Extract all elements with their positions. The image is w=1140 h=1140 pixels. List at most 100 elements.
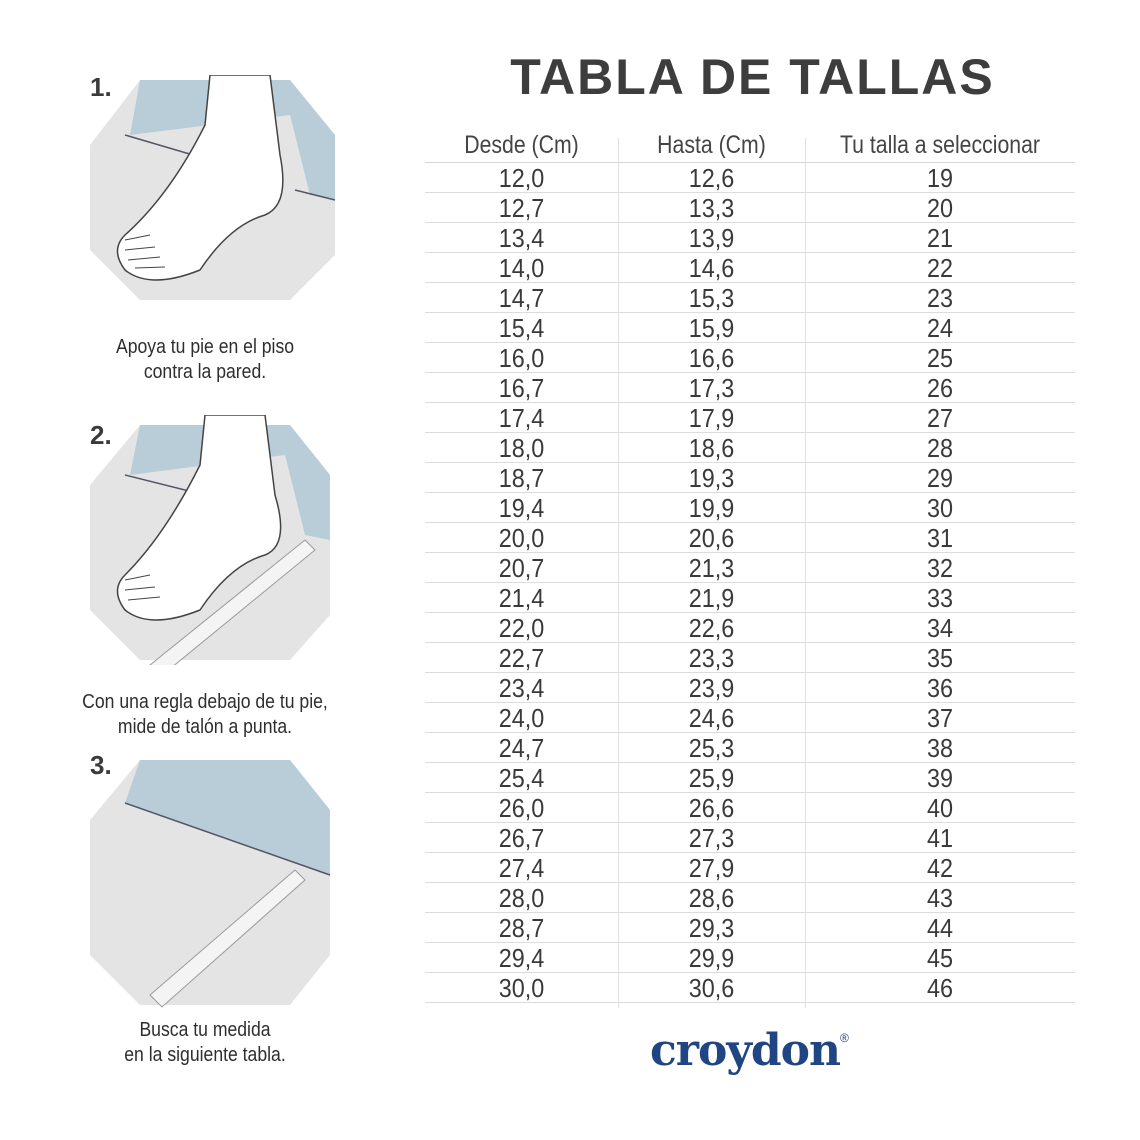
- cell-desde: 19,4: [498, 493, 545, 523]
- cell-desde: 14,0: [498, 253, 545, 283]
- cell-desde: 22,7: [498, 643, 545, 673]
- table-row: 18,0 18,6 28: [425, 433, 1075, 463]
- column-divider: [618, 138, 619, 1008]
- cell-hasta: 19,3: [688, 463, 735, 493]
- cell-hasta: 24,6: [688, 703, 735, 733]
- table-row: 29,4 29,9 45: [425, 943, 1075, 973]
- cell-desde: 22,0: [498, 613, 545, 643]
- cell-talla: 30: [926, 493, 954, 523]
- cell-hasta: 27,3: [688, 823, 735, 853]
- cell-desde: 23,4: [498, 673, 545, 703]
- cell-hasta: 30,6: [688, 973, 735, 1003]
- cell-talla: 38: [926, 733, 954, 763]
- cell-desde: 18,0: [498, 433, 545, 463]
- ruler-illustration: [90, 760, 331, 1008]
- table-row: 14,0 14,6 22: [425, 253, 1075, 283]
- cell-talla: 36: [926, 673, 954, 703]
- table-row: 19,4 19,9 30: [425, 493, 1075, 523]
- cell-desde: 24,0: [498, 703, 545, 733]
- cell-hasta: 17,3: [688, 373, 735, 403]
- cell-talla: 28: [926, 433, 954, 463]
- cell-hasta: 19,9: [688, 493, 735, 523]
- cell-desde: 18,7: [498, 463, 545, 493]
- cell-hasta: 29,9: [688, 943, 735, 973]
- cell-desde: 28,0: [498, 883, 545, 913]
- page-title: TABLA DE TALLAS: [510, 49, 995, 105]
- cell-talla: 20: [926, 193, 954, 223]
- cell-desde: 20,7: [498, 553, 545, 583]
- cell-hasta: 27,9: [688, 853, 735, 883]
- cell-talla: 19: [926, 163, 954, 193]
- cell-desde: 30,0: [498, 973, 545, 1003]
- cell-desde: 16,7: [498, 373, 545, 403]
- table-row: 26,7 27,3 41: [425, 823, 1075, 853]
- step-1-caption: Apoya tu pie en el piso contra la pared.: [55, 335, 354, 385]
- cell-hasta: 15,3: [688, 283, 735, 313]
- foot-against-wall-illustration: [90, 75, 336, 300]
- table-row: 22,7 23,3 35: [425, 643, 1075, 673]
- cell-talla: 42: [926, 853, 954, 883]
- cell-talla: 39: [926, 763, 954, 793]
- cell-hasta: 22,6: [688, 613, 735, 643]
- cell-hasta: 17,9: [688, 403, 735, 433]
- caption-line: contra la pared.: [143, 361, 267, 383]
- cell-hasta: 26,6: [688, 793, 735, 823]
- cell-talla: 22: [926, 253, 954, 283]
- table-row: 24,7 25,3 38: [425, 733, 1075, 763]
- cell-desde: 21,4: [498, 583, 545, 613]
- cell-talla: 35: [926, 643, 954, 673]
- cell-talla: 37: [926, 703, 954, 733]
- cell-hasta: 21,3: [688, 553, 735, 583]
- cell-hasta: 18,6: [688, 433, 735, 463]
- foot-on-ruler-illustration: [90, 415, 330, 665]
- cell-desde: 15,4: [498, 313, 545, 343]
- cell-hasta: 23,9: [688, 673, 735, 703]
- cell-talla: 24: [926, 313, 954, 343]
- brand-name: croydon: [650, 1025, 841, 1076]
- cell-hasta: 23,3: [688, 643, 735, 673]
- step-2-caption: Con una regla debajo de tu pie, mide de …: [55, 690, 354, 740]
- table-row: 22,0 22,6 34: [425, 613, 1075, 643]
- column-divider: [805, 138, 806, 1008]
- table-row: 27,4 27,9 42: [425, 853, 1075, 883]
- table-row: 24,0 24,6 37: [425, 703, 1075, 733]
- cell-talla: 45: [926, 943, 954, 973]
- table-row: 28,7 29,3 44: [425, 913, 1075, 943]
- cell-desde: 14,7: [498, 283, 545, 313]
- cell-talla: 34: [926, 613, 954, 643]
- cell-desde: 29,4: [498, 943, 545, 973]
- table-row: 26,0 26,6 40: [425, 793, 1075, 823]
- cell-hasta: 28,6: [688, 883, 735, 913]
- cell-hasta: 12,6: [688, 163, 735, 193]
- step-3-caption: Busca tu medida en la siguiente tabla.: [55, 1018, 354, 1068]
- caption-line: en la siguiente tabla.: [124, 1044, 286, 1066]
- cell-talla: 43: [926, 883, 954, 913]
- step-3-number: 3.: [90, 750, 112, 780]
- cell-hasta: 29,3: [688, 913, 735, 943]
- table-row: 12,0 12,6 19: [425, 163, 1075, 193]
- cell-talla: 31: [926, 523, 954, 553]
- cell-talla: 25: [926, 343, 954, 373]
- cell-hasta: 15,9: [688, 313, 735, 343]
- table-row: 16,0 16,6 25: [425, 343, 1075, 373]
- table-row: 13,4 13,9 21: [425, 223, 1075, 253]
- cell-desde: 24,7: [498, 733, 545, 763]
- header-talla: Tu talla a seleccionar: [839, 131, 1041, 159]
- cell-desde: 16,0: [498, 343, 545, 373]
- table-row: 18,7 19,3 29: [425, 463, 1075, 493]
- cell-hasta: 13,9: [688, 223, 735, 253]
- table-row: 20,0 20,6 31: [425, 523, 1075, 553]
- cell-desde: 26,0: [498, 793, 545, 823]
- croydon-logo: croydon®: [650, 1025, 849, 1076]
- table-row: 28,0 28,6 43: [425, 883, 1075, 913]
- caption-line: Con una regla debajo de tu pie,: [82, 691, 328, 713]
- step-1-number: 1.: [90, 72, 112, 102]
- cell-talla: 27: [926, 403, 954, 433]
- cell-talla: 29: [926, 463, 954, 493]
- cell-talla: 46: [926, 973, 954, 1003]
- table-row: 21,4 21,9 33: [425, 583, 1075, 613]
- size-table: Desde (Cm) Hasta (Cm) Tu talla a selecci…: [425, 128, 1075, 1003]
- registered-mark: ®: [840, 1031, 849, 1045]
- cell-talla: 21: [926, 223, 954, 253]
